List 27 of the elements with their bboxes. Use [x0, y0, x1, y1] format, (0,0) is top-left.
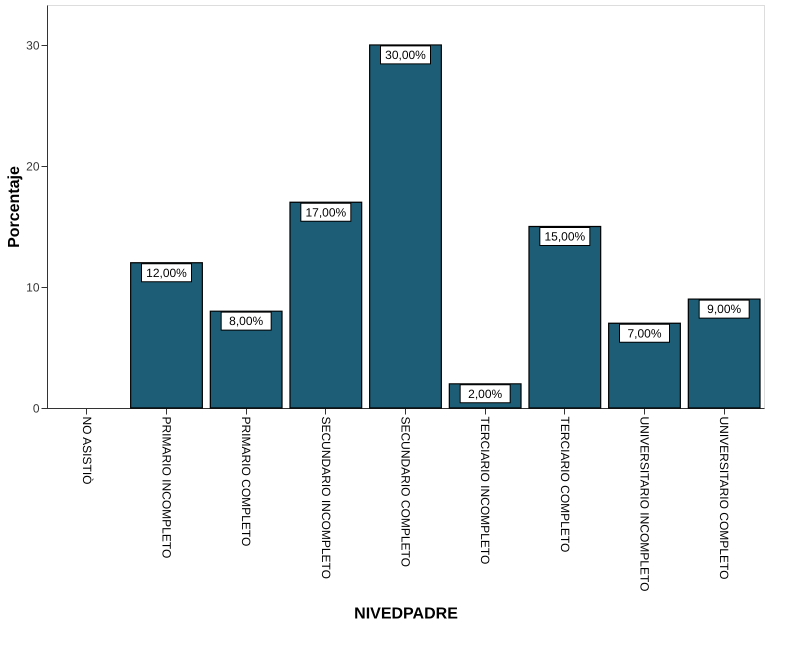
y-tick-label: 30: [26, 38, 40, 52]
data-label: 12,00%: [146, 266, 188, 280]
x-tick-label: NO ASISTIÒ: [80, 416, 94, 485]
x-tick-label: UNIVERSITARIO COMPLETO: [717, 416, 732, 580]
data-label: 9,00%: [707, 302, 742, 316]
x-tick-label: SECUNDARIO INCOMPLETO: [318, 416, 333, 579]
x-tick-label: PRIMARIO INCOMPLETO: [160, 416, 174, 558]
data-label: 2,00%: [468, 386, 503, 401]
data-label: 7,00%: [627, 326, 662, 340]
bar: [289, 202, 362, 409]
data-label: 30,00%: [385, 48, 426, 62]
data-label: 8,00%: [229, 314, 264, 328]
y-axis-title: Porcentaje: [6, 166, 24, 248]
y-tick-label: 10: [26, 280, 40, 294]
x-tick-label: SECUNDARIO COMPLETO: [398, 416, 412, 567]
x-tick-label: TERCIARIO INCOMPLETO: [478, 416, 492, 564]
y-tick-label: 0: [32, 402, 40, 416]
bar: [130, 262, 203, 409]
data-label: 17,00%: [305, 205, 347, 220]
x-tick-label: UNIVERSITARIO INCOMPLETO: [638, 416, 652, 592]
bar: [528, 226, 602, 409]
x-tick-label: TERCIARIO COMPLETO: [558, 416, 572, 552]
x-tick-label: PRIMARIO COMPLETO: [239, 416, 254, 546]
y-tick-label: 20: [26, 159, 40, 174]
x-axis-title: NIVEDPADRE: [354, 605, 458, 622]
data-label: 15,00%: [544, 229, 586, 244]
bar: [369, 44, 442, 409]
